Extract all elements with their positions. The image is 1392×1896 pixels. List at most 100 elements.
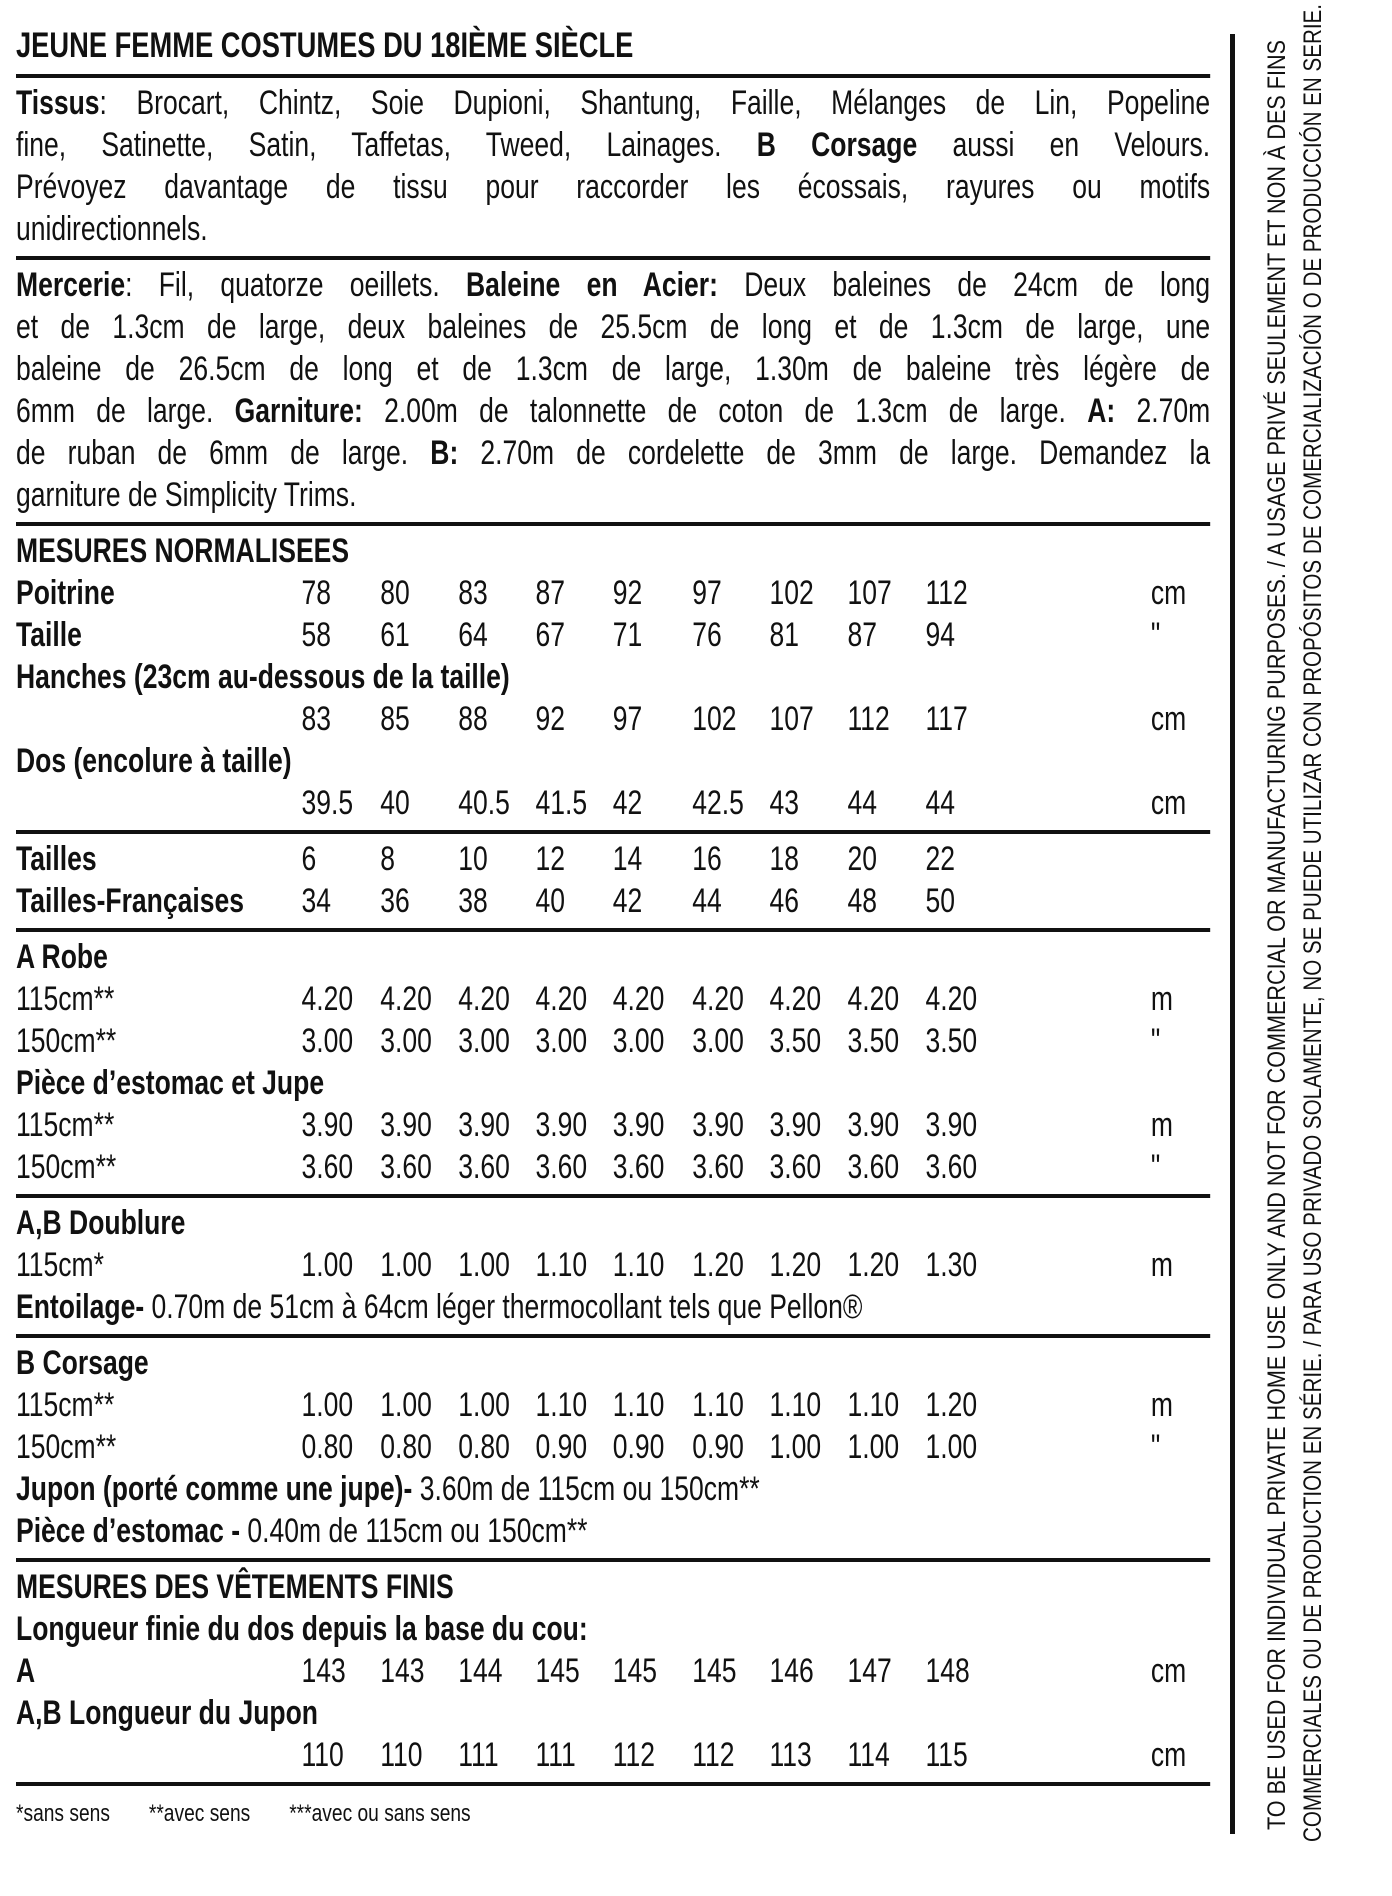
text: unidirectionnels. [16, 210, 208, 248]
table-cell: 115 [925, 1736, 968, 1774]
table-row: MESURES DES VÊTEMENTS FINIS [16, 1566, 1210, 1608]
table-cell: 71 [612, 616, 643, 654]
table-cell: 3.50 [847, 1022, 900, 1060]
bold-label: Tissus [16, 84, 100, 122]
table-cell: 48 [847, 882, 877, 920]
table-cell: 50 [925, 882, 955, 920]
bold-label: MESURES DES VÊTEMENTS FINIS [16, 1568, 454, 1606]
table-cell: 143 [380, 1652, 425, 1690]
row-label: MESURES DES VÊTEMENTS FINIS [16, 1568, 454, 1606]
table-cell: 1.20 [692, 1246, 744, 1284]
paragraph-line: Mercerie: Fil, quatorze oeillets. Balein… [16, 264, 1210, 306]
table-cell: 4.20 [847, 980, 900, 1018]
row-label: A,B Longueur du Jupon [16, 1694, 318, 1732]
table-cell: 40 [535, 882, 565, 920]
row-label: 115cm** [16, 1106, 114, 1144]
table-cell: 40.5 [458, 784, 510, 822]
footnote: **avec sens [148, 1800, 251, 1827]
vertical-divider [1230, 34, 1235, 1834]
text: et de 1.3cm de large, deux baleines de 2… [16, 308, 1211, 346]
table-cell: 92 [535, 700, 565, 738]
table-cell: 4.20 [380, 980, 432, 1018]
bold-label: A [16, 1652, 36, 1690]
table-cell: 61 [380, 616, 410, 654]
table-cell: 107 [769, 700, 814, 738]
row-label: 115cm** [16, 980, 114, 1018]
table-cell: 110 [380, 1736, 423, 1774]
table-row: 115cm** 1.00 1.00 1.00 1.10 1.10 1.10 1.10 1.10 1… [16, 1384, 1210, 1426]
text: Prévoyez davantage de tissu pour raccord… [16, 168, 1211, 206]
table-cell: 3.60 [535, 1148, 588, 1186]
unit-label: cm [1150, 1736, 1187, 1774]
fabrics-section: Tissus: Brocart, Chintz, Soie Dupioni, S… [16, 78, 1210, 260]
table-cell: 3.60 [380, 1148, 432, 1186]
row-label: Tailles [16, 840, 97, 878]
table-cell: 148 [925, 1652, 970, 1690]
table-cell: 1.00 [380, 1386, 432, 1424]
table-cell: 4.20 [301, 980, 354, 1018]
table-cell: 67 [535, 616, 565, 654]
bold-label: Jupon (porté comme une jupe)- [16, 1470, 413, 1508]
table-cell: 117 [925, 700, 968, 738]
side-notice-line-1: TO BE USED FOR INDIVIDUAL PRIVATE HOME U… [1262, 40, 1291, 1830]
table-row: Taille 58 61 64 67 71 76 81 87 94 " [16, 614, 1210, 656]
row-label: Jupon (porté comme une jupe)- 3.60m de 1… [16, 1470, 760, 1508]
table-cell: 3.60 [301, 1148, 354, 1186]
text: garniture de Simplicity Trims. [16, 476, 357, 514]
table-cell: 1.20 [769, 1246, 822, 1284]
table-row: Pièce d’estomac - 0.40m de 115cm ou 150c… [16, 1510, 1210, 1552]
table-cell: 144 [458, 1652, 503, 1690]
text: aussi en Velours. [917, 126, 1211, 164]
bold-label: Mercerie [16, 266, 126, 304]
table-cell: 112 [847, 700, 890, 738]
table-cell: 41.5 [535, 784, 588, 822]
table-cell: 3.60 [458, 1148, 510, 1186]
table-cell: 44 [847, 784, 877, 822]
bold-label: B: [430, 434, 459, 472]
table-cell: 3.90 [769, 1106, 822, 1144]
table-cell: 1.30 [925, 1246, 978, 1284]
unit-label: cm [1150, 1652, 1187, 1690]
text: 3.60m de 115cm ou 150cm** [412, 1470, 760, 1508]
row-label: Pièce d’estomac - 0.40m de 115cm ou 150c… [16, 1512, 587, 1550]
row-label: Dos (encolure à taille) [16, 742, 292, 780]
table-row: Entoilage- 0.70m de 51cm à 64cm léger th… [16, 1286, 1210, 1328]
paragraph-line: unidirectionnels. [16, 208, 1210, 250]
table-cell: 111 [535, 1736, 576, 1774]
table-row: A,B Doublure [16, 1202, 1210, 1244]
row-label: B Corsage [16, 1344, 149, 1382]
unit-label: " [1150, 1428, 1161, 1466]
table-row: Pièce d’estomac et Jupe [16, 1062, 1210, 1104]
table-cell: 22 [925, 840, 955, 878]
unit-label: m [1150, 980, 1173, 1018]
notions-section: Mercerie: Fil, quatorze oeillets. Balein… [16, 260, 1210, 526]
table-row: 110 110 111 111 112 112 113 114 115 cm [16, 1734, 1210, 1776]
table-cell: 94 [925, 616, 955, 654]
text: fine, Satinette, Satin, Taffetas, Tweed,… [16, 126, 757, 164]
table-cell: 112 [612, 1736, 655, 1774]
row-label: Hanches (23cm au-dessous de la taille) [16, 658, 510, 696]
table-cell: 0.90 [612, 1428, 665, 1466]
table-row: 115cm** 4.20 4.20 4.20 4.20 4.20 4.20 4.20 4.20 4… [16, 978, 1210, 1020]
table-cell: 102 [769, 574, 814, 612]
page-title: JEUNE FEMME COSTUMES DU 18IÈME SIÈCLE [16, 0, 1211, 78]
bold-label: A,B Longueur du Jupon [16, 1694, 318, 1732]
table-cell: 38 [458, 882, 488, 920]
table-row: 115cm* 1.00 1.00 1.00 1.10 1.10 1.20 1.20 1.20 1.… [16, 1244, 1210, 1286]
table-section: B Corsage 115cm** 1.00 1.00 1.00 1.10 1.10 1.10… [16, 1338, 1211, 1562]
table-section: A,B Doublure 115cm* 1.00 1.00 1.00 1.10 1.10 1.… [16, 1198, 1211, 1338]
table-cell: 3.90 [692, 1106, 744, 1144]
table-cell: 113 [769, 1736, 812, 1774]
paragraph-line: Tissus: Brocart, Chintz, Soie Dupioni, S… [16, 82, 1210, 124]
table-row: A,B Longueur du Jupon [16, 1692, 1210, 1734]
table-cell: 87 [535, 574, 565, 612]
table-cell: 3.90 [301, 1106, 354, 1144]
table-row: 83 85 88 92 97 102 107 112 117 cm [16, 698, 1210, 740]
table-cell: 20 [847, 840, 877, 878]
table-cell: 40 [380, 784, 410, 822]
footnotes: *sans sens **avec sens ***avec ou sans s… [16, 1800, 504, 1828]
table-cell: 42.5 [692, 784, 744, 822]
table-cell: 34 [301, 882, 331, 920]
row-label: 150cm** [16, 1428, 116, 1466]
text: baleine de 26.5cm de long et de 1.3cm de… [16, 350, 1211, 388]
